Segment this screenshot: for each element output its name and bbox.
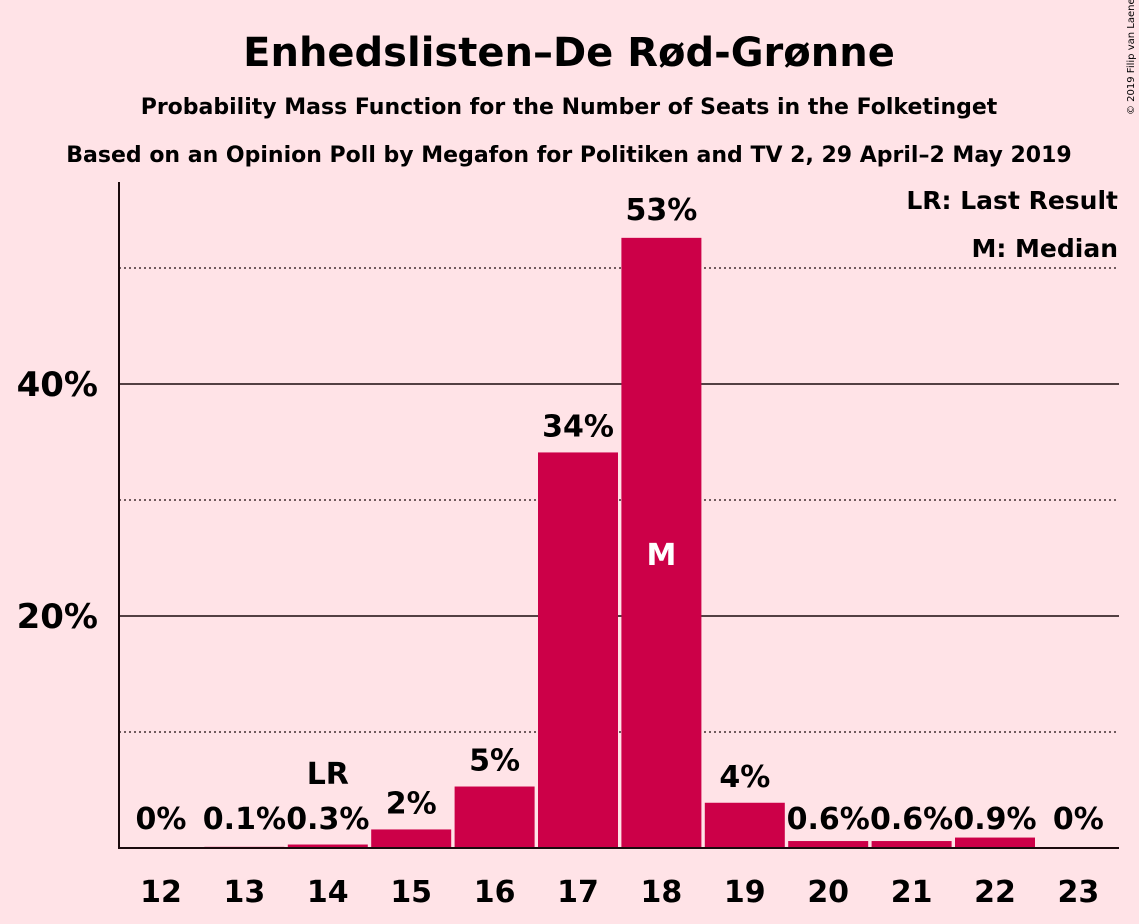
- bar-20: [788, 841, 869, 848]
- y-tick-label: 20%: [17, 597, 98, 637]
- x-tick-label: 23: [1058, 875, 1100, 910]
- x-tick-label: 20: [807, 875, 849, 910]
- bar-17: [538, 452, 618, 848]
- bar-22: [955, 837, 1035, 848]
- data-labels: 0% 0.1% 0.3%LR2%5%34%53%M4%0.6% 0.6% 0.9% 0%: [136, 193, 1104, 837]
- x-axis-ticks: 12 13 14 15 16 17 18 19 20 21 22 23: [140, 875, 1099, 910]
- x-tick-label: 19: [724, 875, 766, 910]
- data-label-18: 53%: [625, 193, 697, 228]
- x-tick-label: 22: [974, 875, 1016, 910]
- data-label-14: 0.3%: [286, 802, 369, 837]
- legend-median: M: Median: [971, 234, 1118, 263]
- chart-source-subtitle: Based on an Opinion Poll by Megafon for …: [66, 143, 1071, 168]
- data-label-16: 5%: [469, 744, 520, 779]
- data-label-15: 2%: [386, 786, 437, 821]
- bar-series: [204, 237, 1035, 849]
- chart-subtitle: Probability Mass Function for the Number…: [141, 95, 998, 120]
- bar-18: [621, 237, 702, 849]
- x-tick-label: 12: [140, 875, 182, 910]
- data-label-20: 0.6%: [787, 802, 870, 837]
- data-label-21: 0.6%: [870, 802, 953, 837]
- data-label-13: 0.1%: [203, 802, 286, 837]
- x-tick-label: 16: [474, 875, 516, 910]
- data-label-23: 0%: [1053, 802, 1104, 837]
- data-label-19: 4%: [719, 760, 770, 795]
- gridlines: [119, 267, 1119, 733]
- bar-19: [704, 802, 785, 848]
- median-marker: M: [646, 538, 676, 573]
- x-tick-label: 14: [307, 875, 349, 910]
- bar-21: [871, 841, 952, 848]
- data-label-12: 0%: [136, 802, 187, 837]
- data-label-22: 0.9%: [953, 802, 1036, 837]
- y-tick-label: 40%: [17, 365, 98, 405]
- bar-15: [371, 829, 452, 848]
- x-tick-label: 18: [641, 875, 683, 910]
- x-tick-label: 21: [891, 875, 933, 910]
- x-tick-label: 15: [390, 875, 432, 910]
- y-axis-ticks: 20% 40%: [17, 365, 98, 637]
- last-result-marker: LR: [307, 757, 349, 792]
- x-tick-label: 17: [557, 875, 599, 910]
- data-label-17: 34%: [542, 409, 614, 444]
- x-tick-label: 13: [224, 875, 266, 910]
- bar-16: [454, 786, 535, 848]
- copyright-note: © 2019 Filip van Laenen: [1126, 0, 1137, 115]
- chart-title: Enhedslisten–De Rød-Grønne: [243, 30, 895, 76]
- bar-14: [287, 844, 368, 848]
- legend-last-result: LR: Last Result: [906, 186, 1118, 215]
